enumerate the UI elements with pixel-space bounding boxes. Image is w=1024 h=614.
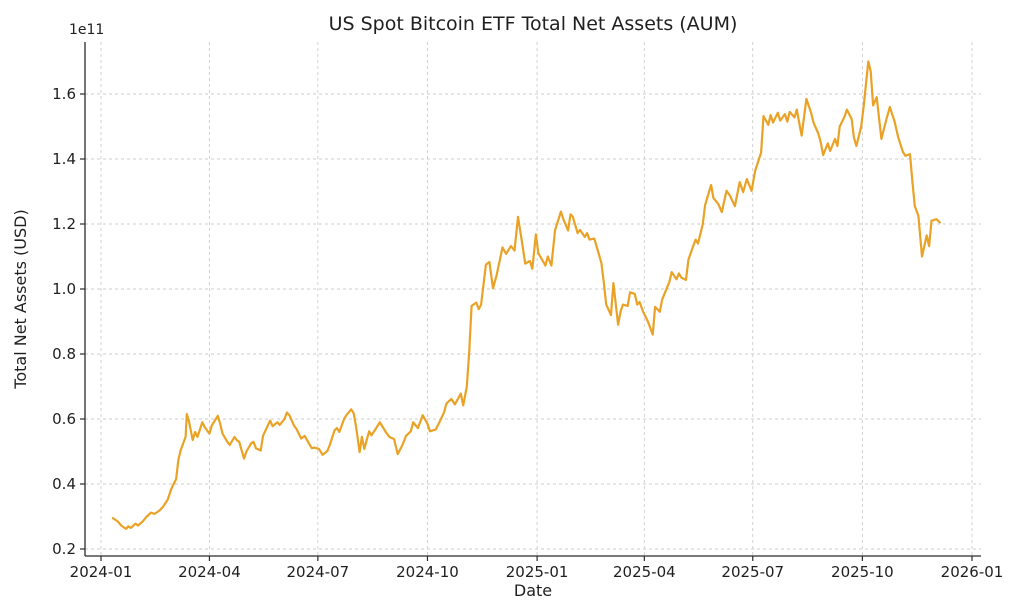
y-tick-label: 0.4	[52, 475, 76, 493]
x-tick-label: 2024-10	[396, 563, 459, 581]
y-tick-label: 0.6	[52, 410, 76, 428]
x-tick-label: 2024-07	[287, 563, 350, 581]
y-tick-label: 0.8	[52, 345, 76, 363]
y-tick-label: 1.2	[52, 215, 76, 233]
grid-layer	[85, 42, 981, 556]
y-tick-label: 0.2	[52, 540, 76, 558]
axis-layer: 2024-01 2024-04 2024-07 2024-10 2025-01 2025-…	[52, 42, 1003, 581]
y-axis-label: Total Net Assets (USD)	[11, 209, 30, 389]
x-tick-label: 2025-10	[831, 563, 894, 581]
x-tick-label: 2024-04	[178, 563, 241, 581]
x-tick-label: 2025-04	[613, 563, 676, 581]
x-tick-label: 2026-01	[941, 563, 1004, 581]
y-tick-label: 1.4	[52, 150, 76, 168]
x-tick-label: 2025-01	[506, 563, 569, 581]
x-tick-label: 2025-07	[721, 563, 784, 581]
series-layer	[111, 60, 941, 531]
y-tick-label: 1.6	[52, 85, 76, 103]
y-tick-label: 1.0	[52, 280, 76, 298]
chart-title: US Spot Bitcoin ETF Total Net Assets (AU…	[329, 13, 738, 35]
x-axis-label: Date	[514, 581, 552, 600]
y-axis-offset-label: 1e11	[69, 22, 104, 38]
aum-series-line	[111, 60, 941, 531]
label-layer: US Spot Bitcoin ETF Total Net Assets (AU…	[11, 13, 737, 600]
x-tick-label: 2024-01	[70, 563, 133, 581]
